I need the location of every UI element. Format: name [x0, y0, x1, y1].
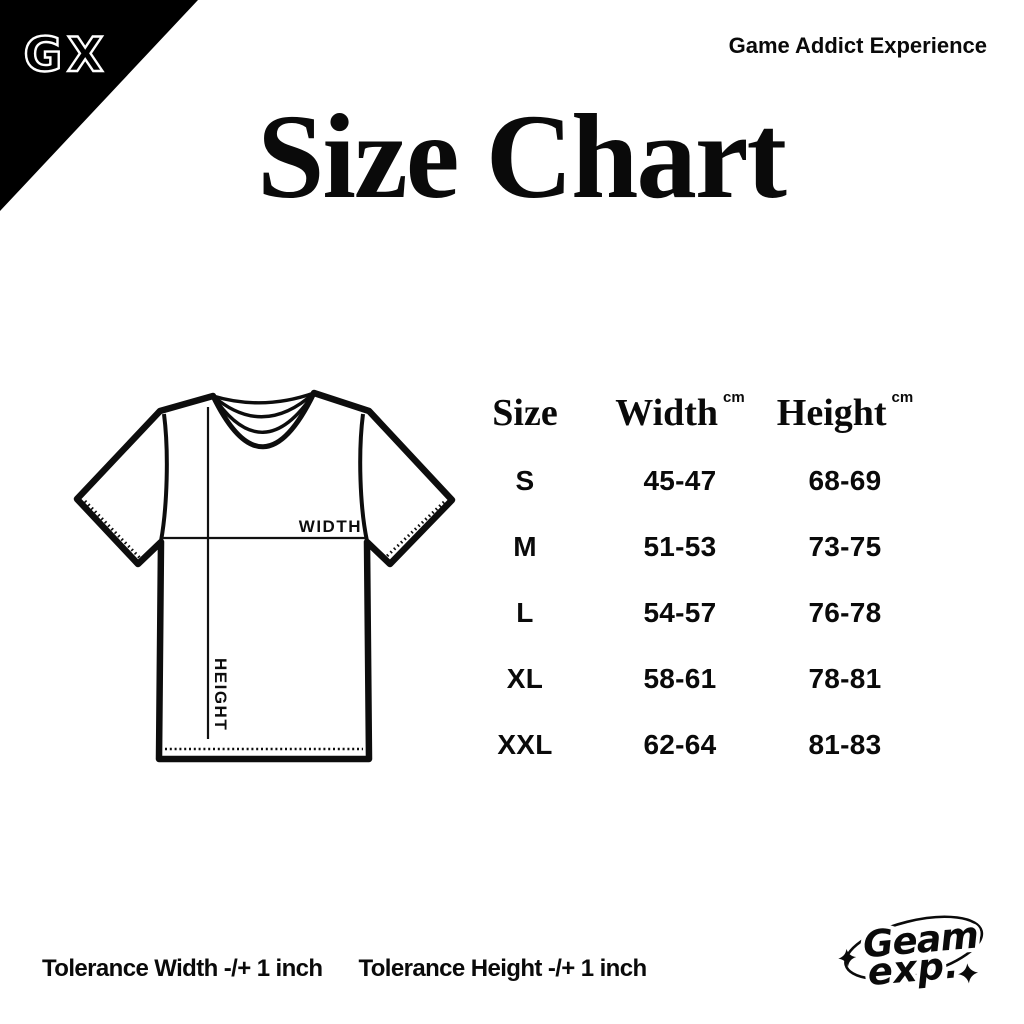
- orbit-swoosh: [844, 915, 984, 981]
- column-header-height: Height cm: [760, 378, 930, 448]
- column-header-size: Size: [492, 392, 558, 434]
- row-s-height: 68-69: [808, 465, 882, 496]
- size-table: Size Width cm Height cm S 45-47 68-69 M 51…: [450, 378, 930, 778]
- column-header-width-label: Width: [615, 392, 719, 434]
- row-s-size: S: [515, 465, 535, 496]
- row-m-height: 73-75: [808, 531, 882, 562]
- tolerance-height-text: Tolerance Height -/+ 1 inch: [358, 955, 647, 982]
- row-l-width: 54-57: [643, 597, 717, 628]
- collar-arc-back: [212, 391, 315, 405]
- height-unit: cm: [891, 388, 914, 406]
- gx-logo-icon: GX: [22, 27, 109, 84]
- row-xl-height: 78-81: [808, 663, 882, 694]
- height-label: HEIGHT: [211, 658, 230, 731]
- gx-logo-text: GX: [24, 28, 109, 83]
- collar-arc-inner2: [211, 392, 316, 434]
- left-sleeve-stitch: [83, 499, 142, 560]
- brand-name: Game Addict Experience: [728, 33, 987, 58]
- width-unit: cm: [723, 388, 745, 406]
- geam-exp-logo: Geam exp.: [838, 909, 984, 998]
- tolerance-width-text: Tolerance Width -/+ 1 inch: [42, 955, 323, 982]
- right-sleeve-stitch: [384, 500, 446, 559]
- sparkle-icon: [838, 948, 857, 967]
- row-xl-size: XL: [506, 663, 544, 694]
- tshirt-outline: [73, 389, 456, 763]
- row-l-size: L: [516, 597, 534, 628]
- column-header-height-label: Height: [776, 392, 887, 434]
- geam-logo-line2: exp.: [866, 943, 961, 994]
- row-xxl-height: 81-83: [808, 729, 882, 760]
- sparkle-icon: [958, 963, 979, 984]
- row-l-height: 76-78: [808, 597, 882, 628]
- row-xxl-width: 62-64: [643, 729, 717, 760]
- column-header-width: Width cm: [600, 378, 760, 448]
- collar-arc-outer: [210, 391, 317, 450]
- row-m-width: 51-53: [643, 531, 717, 562]
- tolerance-note: Tolerance Width -/+ 1 inch Tolerance Hei…: [42, 955, 647, 983]
- row-xxl-size: XXL: [497, 729, 553, 760]
- row-xl-width: 58-61: [643, 663, 717, 694]
- right-armhole-seam: [358, 413, 369, 542]
- page-title: Size Chart: [257, 90, 787, 224]
- collar-arc-inner1: [211, 391, 316, 419]
- row-s-width: 45-47: [643, 465, 717, 496]
- tshirt-diagram: WIDTH HEIGHT: [73, 389, 456, 763]
- width-label: WIDTH: [299, 517, 362, 536]
- row-m-size: M: [513, 531, 537, 562]
- left-armhole-seam: [159, 413, 169, 542]
